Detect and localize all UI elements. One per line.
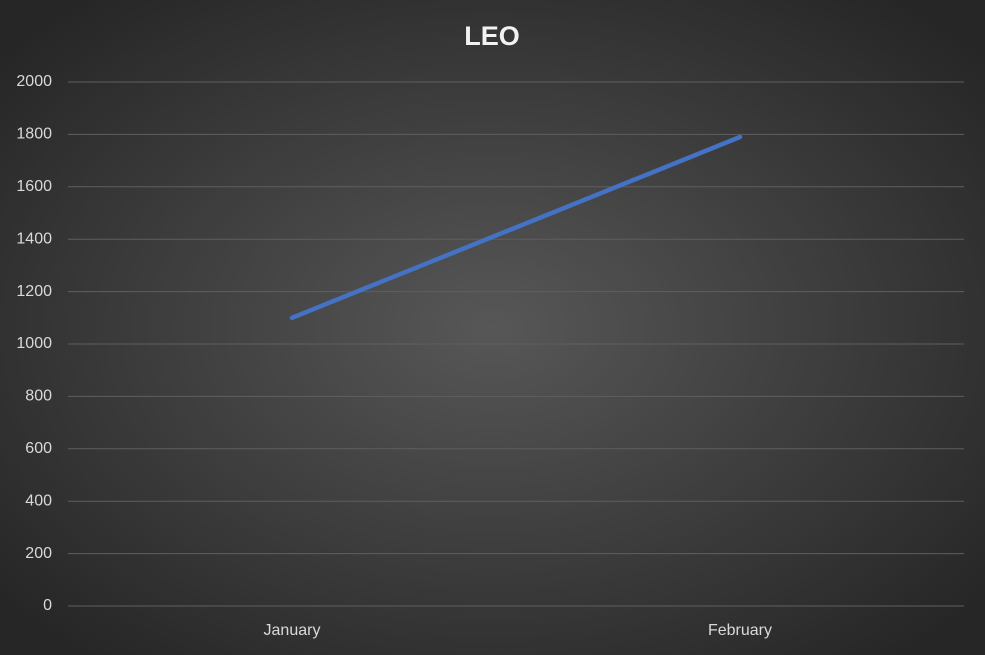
y-tick-label: 600 (25, 440, 52, 457)
y-tick-label: 800 (25, 388, 52, 405)
y-tick-label: 1200 (16, 283, 52, 300)
x-tick-label: February (708, 622, 772, 639)
y-tick-label: 0 (43, 597, 52, 614)
chart-title: LEO (464, 21, 520, 51)
y-tick-label: 1600 (16, 178, 52, 195)
y-tick-label: 1400 (16, 230, 52, 247)
line-series (289, 134, 743, 321)
y-tick-label: 400 (25, 492, 52, 509)
y-tick-label: 200 (25, 545, 52, 562)
y-tick-label: 1000 (16, 335, 52, 352)
y-tick-label: 1800 (16, 126, 52, 143)
y-tick-label: 2000 (16, 73, 52, 90)
x-tick-label: January (264, 622, 321, 639)
